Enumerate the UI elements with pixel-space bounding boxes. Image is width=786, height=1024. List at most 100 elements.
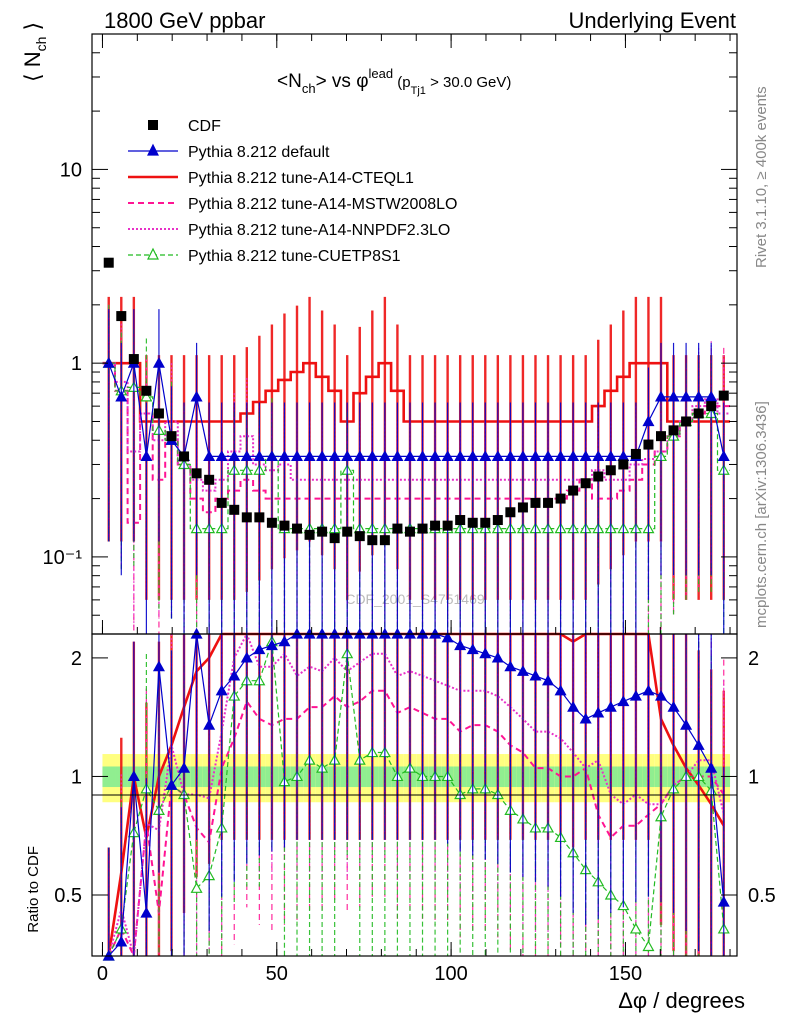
line-mstw [102,362,730,524]
point-default [366,450,379,462]
ratio-point-default [529,669,542,681]
point-default [253,450,266,462]
point-cuetp8s1 [140,390,153,402]
point-default [529,450,542,462]
point-cdf [392,523,403,534]
ratio-point-default [654,689,668,701]
point-cdf [643,439,654,450]
legend-marker-cuetp8s1 [147,247,159,260]
point-default [140,450,153,462]
line-cuetp8s1 [102,362,730,530]
ratio-point-default [140,906,153,918]
point-cdf [480,517,491,528]
point-default [303,450,316,462]
y-tick-label: 1 [71,353,82,375]
legend-label-nnpdf: Pythia 8.212 tune-A14-NNPDF2.3LO [188,222,450,239]
ratio-point-default [604,700,617,712]
point-default [152,356,165,368]
ratio-point-default [617,695,630,707]
ratio-point-cuetp8s1 [629,922,642,934]
x-axis-label: Δφ / degrees [618,988,745,1013]
ratio-point-default [629,689,642,701]
x-tick-label: 150 [609,963,642,985]
ratio-tick-label-left: 2 [71,648,82,670]
point-cdf [179,451,190,462]
ratio-point-default [642,684,655,696]
legend-label-default: Pythia 8.212 default [188,144,330,161]
ratio-point-default [152,660,165,672]
legend-marker-default [147,143,159,156]
axis-ticks: 0 50 100 150 10 1 10⁻¹ 2 2 1 1 0.5 0.5 [43,34,776,985]
point-default [680,390,693,402]
point-cdf [618,459,629,470]
legend-label-cteql1: Pythia 8.212 tune-A14-CTEQL1 [188,170,414,187]
point-cdf [191,468,202,479]
ratio-point-default [265,639,278,651]
ratio-line-nnpdf [107,631,725,957]
x-tick-label: 0 [97,963,108,985]
line-default [108,362,725,458]
point-cdf [266,517,277,528]
point-default [717,450,730,462]
point-default [516,450,529,462]
ratio-point-default [178,761,191,773]
point-cdf [455,515,466,526]
point-cdf [317,526,328,537]
point-cdf [668,425,679,436]
ratio-point-default [466,643,479,655]
point-cdf [630,448,641,459]
ratio-line-mstw [107,689,725,960]
ratio-point-default [253,643,266,655]
ratio-point-default [278,635,291,647]
ratio-point-default [165,778,178,790]
ratio-point-default [592,706,605,718]
point-cdf [216,497,227,508]
point-default [290,450,304,462]
ratio-point-default [705,761,718,773]
point-default [654,390,668,402]
legend-marker-cdf [148,120,158,130]
chart-title: <Nch> vs φlead (pTj1 > 30.0 GeV) [277,66,511,97]
point-cdf [404,526,415,537]
header-right: Underlying Event [568,8,736,33]
x-tick-label: 50 [266,963,288,985]
ratio-point-default [717,895,730,907]
point-cdf [417,523,428,534]
point-default [215,450,228,462]
ratio-point-default [203,718,216,730]
point-cdf [367,535,378,546]
point-cdf [279,520,290,531]
point-cdf [241,512,252,523]
ratio-tick-label-right: 1 [748,766,759,788]
legend-entry-cteql1: Pythia 8.212 tune-A14-CTEQL1 [128,170,414,187]
point-default [441,450,454,462]
point-default [604,450,617,462]
point-cdf [141,385,152,396]
point-default [692,390,705,402]
point-default [454,450,467,462]
point-default [265,450,278,462]
point-default [278,450,291,462]
point-cdf [706,401,717,412]
ratio-tick-label-left: 1 [71,766,82,788]
point-cdf [718,390,729,401]
ratio-point-default [542,674,555,686]
point-default [567,450,580,462]
ratio-tick-label-left: 0.5 [54,885,82,907]
point-cdf [568,485,579,496]
point-default [341,450,354,462]
point-cdf [505,507,516,518]
point-cdf [354,531,365,542]
point-default [554,450,567,462]
point-cdf [655,431,666,442]
series-layer [102,257,730,961]
point-cdf [605,465,616,476]
band-inner-bin [102,766,116,788]
point-default [115,390,128,402]
point-cdf [681,416,692,427]
point-cdf [342,526,353,537]
point-cdf [292,523,303,534]
point-cdf [254,512,265,523]
ratio-point-default [441,631,454,643]
ratio-point-cuetp8s1 [642,940,655,952]
